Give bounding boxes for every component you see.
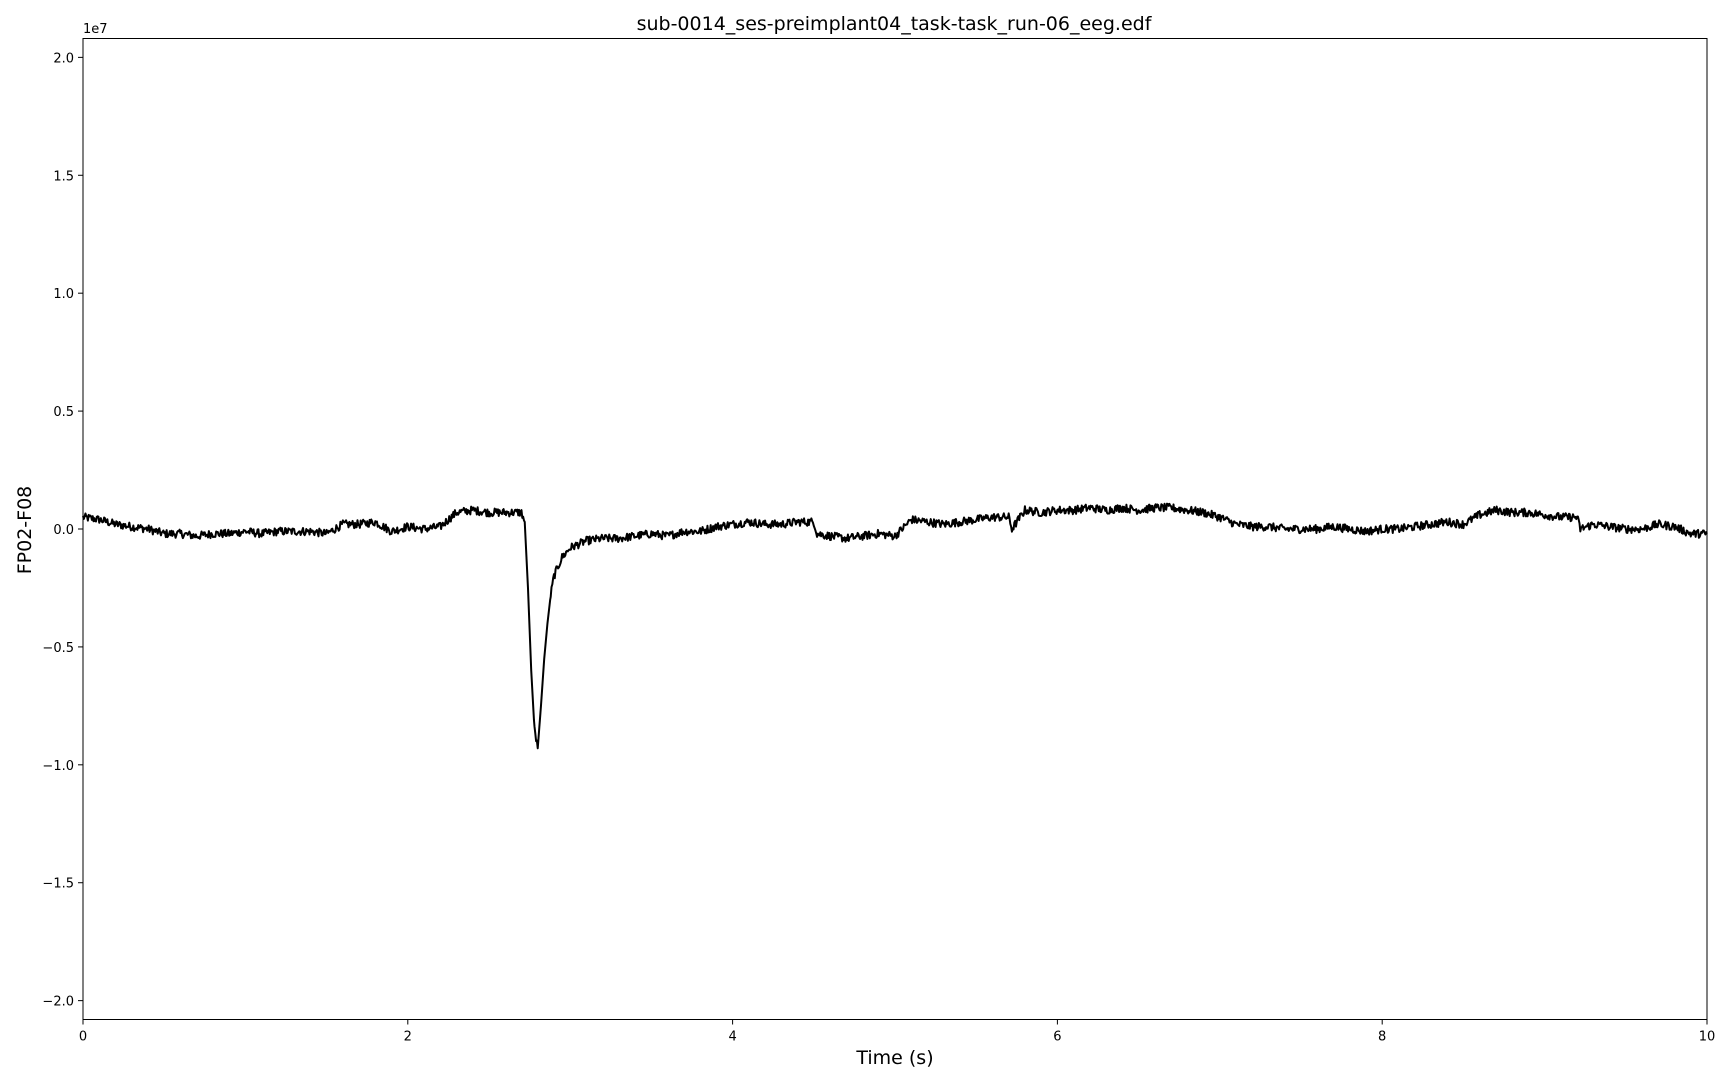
x-axis-label: Time (s) <box>855 1047 933 1069</box>
x-tick-label: 6 <box>1053 1030 1061 1045</box>
y-axis-label: FP02-F08 <box>14 486 36 575</box>
chart-title: sub-0014_ses-preimplant04_task-task_run-… <box>637 13 1153 35</box>
y-tick-label: −1.0 <box>42 759 74 774</box>
y-tick-label: 0.0 <box>53 523 74 538</box>
y-tick-label: −2.0 <box>42 995 74 1010</box>
y-offset-text: 1e7 <box>83 22 108 37</box>
axes-frame <box>82 38 1708 1020</box>
y-tick-label: 1.0 <box>53 287 74 302</box>
x-tick-label: 10 <box>1699 1030 1716 1045</box>
x-tick-label: 0 <box>79 1030 87 1045</box>
series-line <box>82 502 1708 750</box>
y-tick-label: 2.0 <box>53 51 74 66</box>
x-tick-label: 2 <box>404 1030 412 1045</box>
y-tick-label: −1.5 <box>42 877 74 892</box>
x-tick-label: 4 <box>728 1030 736 1045</box>
x-axis-ticks: 0 2 4 6 8 10 <box>79 1019 1716 1045</box>
y-tick-label: −0.5 <box>42 641 74 656</box>
y-axis-ticks: −2.0 −1.5 −1.0 −0.5 0.0 0.5 1.0 1.5 2.0 <box>42 51 83 1010</box>
x-tick-label: 8 <box>1378 1030 1386 1045</box>
plot-area <box>82 502 1708 750</box>
y-tick-label: 0.5 <box>53 405 74 420</box>
y-tick-label: 1.5 <box>53 169 74 184</box>
